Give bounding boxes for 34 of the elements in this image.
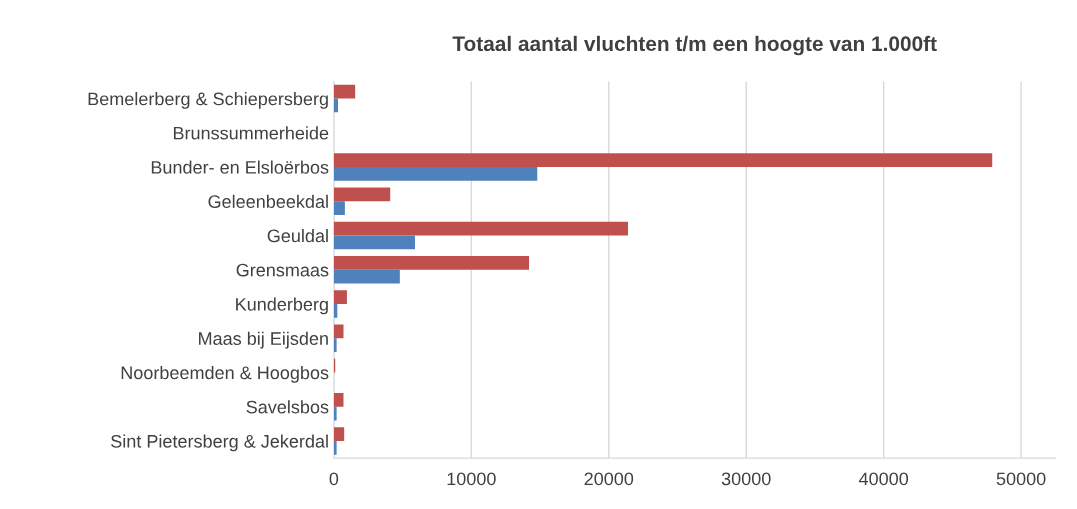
bar bbox=[333, 201, 345, 215]
bar bbox=[333, 187, 391, 202]
bar bbox=[333, 235, 415, 250]
bar bbox=[333, 393, 344, 407]
bar bbox=[333, 269, 400, 284]
x-tick-label: 20000 bbox=[584, 472, 634, 486]
y-tick-label: Geuldal bbox=[267, 228, 328, 243]
bar bbox=[333, 427, 345, 441]
y-tick-label: Geleenbeekdal bbox=[208, 194, 328, 209]
y-tick-label: Brunssummerheide bbox=[173, 126, 329, 140]
bar bbox=[333, 221, 628, 236]
y-tick-label: Sint Pietersberg & Jekerdal bbox=[111, 434, 328, 452]
bar bbox=[333, 98, 338, 113]
x-tick-label: 10000 bbox=[447, 472, 496, 486]
bar bbox=[333, 84, 356, 99]
bar bbox=[333, 153, 993, 168]
bar bbox=[333, 256, 530, 270]
x-tick-label: 30000 bbox=[721, 472, 771, 486]
y-tick-label: Noorbeemden & Hoogbos bbox=[121, 365, 329, 383]
y-tick-label: Bunder- en Elsloërbos bbox=[151, 160, 329, 174]
x-tick-label: 50000 bbox=[996, 472, 1046, 486]
bar bbox=[333, 167, 538, 181]
x-tick-label: 40000 bbox=[858, 472, 909, 486]
y-tick-label: Grensmaas bbox=[236, 263, 329, 277]
bar bbox=[333, 440, 337, 455]
bar bbox=[333, 338, 337, 352]
y-tick-label: Savelsbos bbox=[246, 400, 329, 414]
bar bbox=[333, 290, 347, 305]
bar bbox=[333, 406, 337, 421]
x-tick-label: 0 bbox=[329, 472, 339, 486]
y-tick-label: Kunderberg bbox=[236, 297, 328, 315]
y-tick-label: Maas bij Eijsden bbox=[199, 331, 328, 349]
chart-title: Totaal aantal vluchten t/m een hoogte van 1.000ft bbox=[452, 35, 937, 56]
y-tick-label: Bemelerberg & Schiepersberg bbox=[88, 92, 328, 109]
